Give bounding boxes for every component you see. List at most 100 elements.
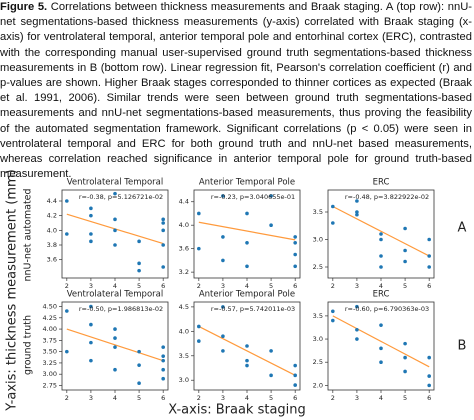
point: [137, 363, 141, 367]
point: [161, 228, 165, 233]
point: [89, 322, 93, 327]
x-tick-label: 2: [331, 282, 335, 290]
y-tick-label: 2.5: [313, 263, 323, 271]
point: [113, 345, 117, 349]
chart-title: ERC: [373, 290, 390, 300]
point: [355, 327, 359, 332]
annotation: r=-0.38, p=5.126721e-02: [79, 193, 163, 201]
x-tick-label: 2: [197, 282, 201, 290]
point: [293, 241, 297, 245]
y-tick-label: 2.5: [313, 358, 323, 366]
chart-title: Anterior Temporal Pole: [199, 290, 295, 300]
chart-title: Ventrolateral Temporal: [67, 178, 163, 188]
y-tick-label: 3.5: [313, 208, 323, 216]
x-tick-label: 5: [269, 394, 273, 402]
x-tick-label: 4: [113, 282, 117, 290]
y-tick-label: 3.75: [43, 336, 57, 344]
x-tick-label: 4: [379, 282, 383, 290]
y-tick-label: 4.2: [47, 212, 57, 220]
caption: Figure 5. Correlations between thickness…: [0, 0, 472, 182]
point: [221, 194, 225, 198]
point: [113, 191, 117, 196]
point: [245, 344, 249, 348]
chart-title: Ventrolateral Temporal: [67, 290, 163, 300]
point: [331, 318, 335, 323]
point: [161, 376, 165, 381]
point: [65, 309, 69, 313]
point: [379, 254, 383, 258]
y-tick-label: 4.0: [47, 226, 57, 234]
y-tick-label: 2.0: [313, 381, 323, 389]
point: [89, 340, 93, 345]
x-tick-label: 6: [427, 394, 431, 402]
point: [89, 213, 93, 218]
x-tick-label: 6: [161, 394, 165, 402]
x-tick-label: 3: [355, 394, 359, 402]
x-tick-label: 5: [137, 394, 141, 402]
y-tick-label: 3.50: [43, 348, 57, 356]
point: [379, 346, 383, 351]
point: [197, 211, 201, 216]
y-tick-label: 4.5: [179, 303, 189, 311]
point: [113, 243, 117, 247]
point: [221, 258, 225, 263]
point: [89, 358, 93, 363]
fit-line: [66, 328, 164, 362]
point: [355, 304, 359, 309]
point: [113, 367, 117, 372]
row-label: ground truth: [23, 315, 34, 375]
point: [269, 223, 273, 227]
point: [161, 217, 165, 222]
x-tick-label: 5: [269, 282, 273, 290]
y-tick-label: 4.50: [43, 303, 57, 311]
fit-line: [198, 221, 296, 241]
fit-line: [332, 315, 430, 368]
y-tick-label: 3.25: [43, 359, 57, 367]
panel-label: A: [458, 221, 467, 236]
point: [269, 373, 273, 378]
point: [197, 246, 201, 251]
plot-frame: [327, 301, 435, 391]
point: [161, 243, 165, 247]
point: [355, 199, 359, 203]
point: [293, 252, 297, 257]
point: [355, 212, 359, 217]
x-tick-label: 3: [221, 282, 225, 290]
x-tick-label: 2: [65, 282, 69, 290]
point: [161, 358, 165, 363]
point: [89, 206, 93, 211]
annotation: r=-0.60, p=6.790363e-03: [345, 305, 429, 313]
point: [65, 232, 69, 236]
point: [245, 363, 249, 368]
point: [427, 254, 431, 258]
point: [65, 349, 69, 354]
point: [161, 367, 165, 372]
point: [293, 383, 297, 387]
point: [427, 383, 431, 388]
y-tick-label: 3.6: [179, 245, 189, 253]
point: [221, 349, 225, 353]
x-tick-label: 6: [293, 282, 297, 290]
point: [269, 194, 273, 198]
point: [427, 374, 431, 378]
point: [221, 334, 225, 339]
point: [137, 268, 141, 273]
point: [89, 232, 93, 236]
y-tick-label: 2.75: [43, 381, 57, 389]
x-tick-label: 3: [89, 394, 93, 402]
x-tick-label: 3: [221, 394, 225, 402]
caption-text: Correlations between thickness measureme…: [0, 1, 473, 181]
y-tick-label: 4.4: [179, 198, 189, 206]
x-tick-label: 4: [113, 394, 117, 402]
point: [245, 264, 249, 269]
point: [161, 221, 165, 225]
point: [331, 221, 335, 225]
point: [355, 337, 359, 341]
caption-label: Figure 5.: [0, 1, 48, 13]
point: [161, 354, 165, 358]
y-tick-label: 4.0: [179, 327, 189, 335]
point: [269, 349, 273, 353]
point: [137, 239, 141, 244]
point: [113, 336, 117, 340]
point: [331, 309, 335, 314]
